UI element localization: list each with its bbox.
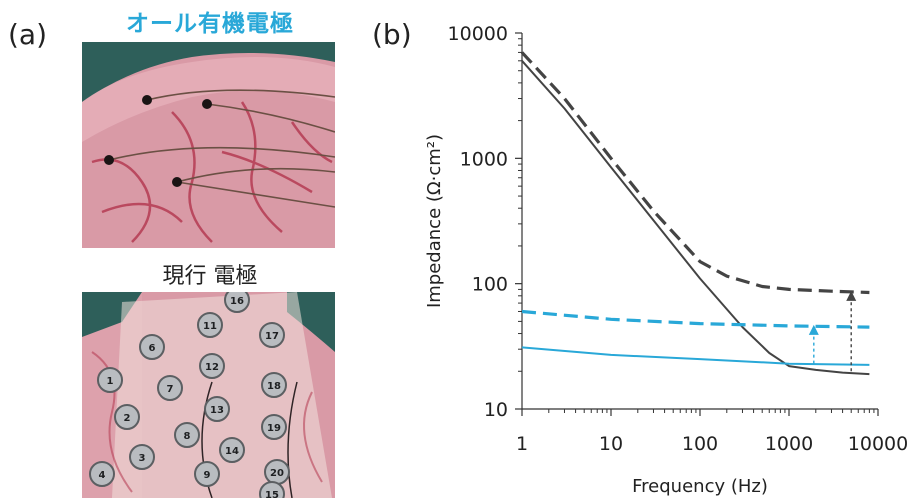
electrode-disc xyxy=(89,461,115,487)
dashed-series-line xyxy=(520,51,870,295)
electrode-number: 13 xyxy=(210,405,224,416)
chart-series xyxy=(520,51,870,376)
electrode-number: 4 xyxy=(99,470,106,481)
current-electrode-caption: 現行 電極 xyxy=(162,264,258,289)
electrode-number: 19 xyxy=(267,423,281,434)
y-tick-label: 10000 xyxy=(448,23,508,45)
electrode-disc xyxy=(204,396,230,422)
solid-series-line xyxy=(521,60,870,376)
electrode-number: 1 xyxy=(107,376,114,387)
electrode-number: 7 xyxy=(167,384,174,395)
electrode-number: 12 xyxy=(205,362,219,373)
x-tick-label: 1 xyxy=(516,433,528,455)
organic-electrode-caption: オール有機電極 xyxy=(126,11,294,37)
x-tick-label: 1000 xyxy=(765,433,813,455)
x-tick-label: 10 xyxy=(599,433,623,455)
annotation-arrow-head xyxy=(846,290,857,301)
electrode-disc xyxy=(97,367,123,393)
electrode-number: 20 xyxy=(270,468,284,479)
electrode-number: 9 xyxy=(204,470,211,481)
electrode-number: 8 xyxy=(184,431,191,442)
chart-axes xyxy=(515,32,879,416)
y-tick-label: 100 xyxy=(472,274,508,296)
solid-series-line xyxy=(521,346,870,366)
electrode-disc xyxy=(197,312,223,338)
electrode-number: 15 xyxy=(265,490,279,498)
electrode-number: 17 xyxy=(265,331,279,342)
chart-annotations xyxy=(808,290,857,372)
electrode-disc xyxy=(224,292,250,313)
x-axis-title: Frequency (Hz) xyxy=(632,476,768,497)
electrode-disc xyxy=(259,481,285,498)
electrode-disc xyxy=(114,404,140,430)
annotation-arrow-head xyxy=(808,324,819,335)
electrode-number: 18 xyxy=(267,381,281,392)
y-tick-label: 10 xyxy=(484,399,508,421)
panel-a-label: (a) xyxy=(8,18,48,51)
electrode-number: 3 xyxy=(139,453,146,464)
electrode-disc xyxy=(129,444,155,470)
x-tick-label: 100 xyxy=(682,433,718,455)
electrode-number: 14 xyxy=(225,446,239,457)
electrode-disc xyxy=(174,422,200,448)
current-electrode-photo: 16 11 17 6 12 1 7 18 13 2 19 8 14 3 9 20 4 15 xyxy=(82,292,335,498)
chart-labels: 1 10 100 1000 10000 10 100 1000 10000 Frequency (… xyxy=(424,23,908,497)
electrode-number: 16 xyxy=(230,296,244,307)
electrode-disc xyxy=(259,322,285,348)
panel-b-label: (b) xyxy=(372,18,412,51)
y-tick-label: 1000 xyxy=(460,148,508,170)
x-tick-label: 10000 xyxy=(848,433,908,455)
electrode-disc xyxy=(199,353,225,379)
electrode-disc xyxy=(261,372,287,398)
y-axis-title: Impedance (Ω·cm²) xyxy=(424,134,445,308)
electrode-disc xyxy=(219,437,245,463)
electrode-disc xyxy=(139,334,165,360)
electrode-disc xyxy=(194,461,220,487)
electrode-number: 2 xyxy=(124,413,131,424)
dashed-series-line xyxy=(521,309,870,329)
electrode-disc xyxy=(157,375,183,401)
electrode-disc xyxy=(261,414,287,440)
electrode-number: 6 xyxy=(149,343,156,354)
electrode-number: 11 xyxy=(203,321,217,332)
organic-electrode-photo xyxy=(82,42,335,248)
